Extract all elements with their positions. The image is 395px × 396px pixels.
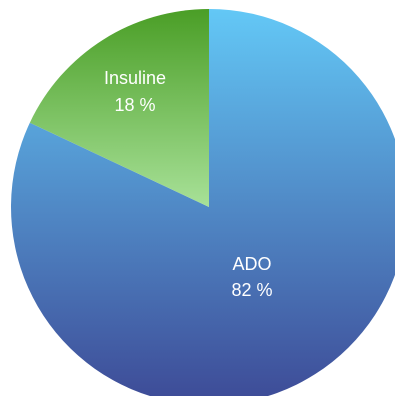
pie-slice-ado	[11, 9, 395, 396]
slice-label-insuline-value: 18 %	[114, 95, 155, 115]
pie-slices	[11, 9, 395, 396]
slice-label-insuline-name: Insuline	[104, 68, 166, 88]
pie-slice-insuline	[29, 9, 210, 207]
pie-labels: Insuline 18 % ADO 82 %	[104, 68, 273, 300]
slice-label-ado-name: ADO	[232, 254, 271, 274]
slice-label-ado-value: 82 %	[231, 280, 272, 300]
